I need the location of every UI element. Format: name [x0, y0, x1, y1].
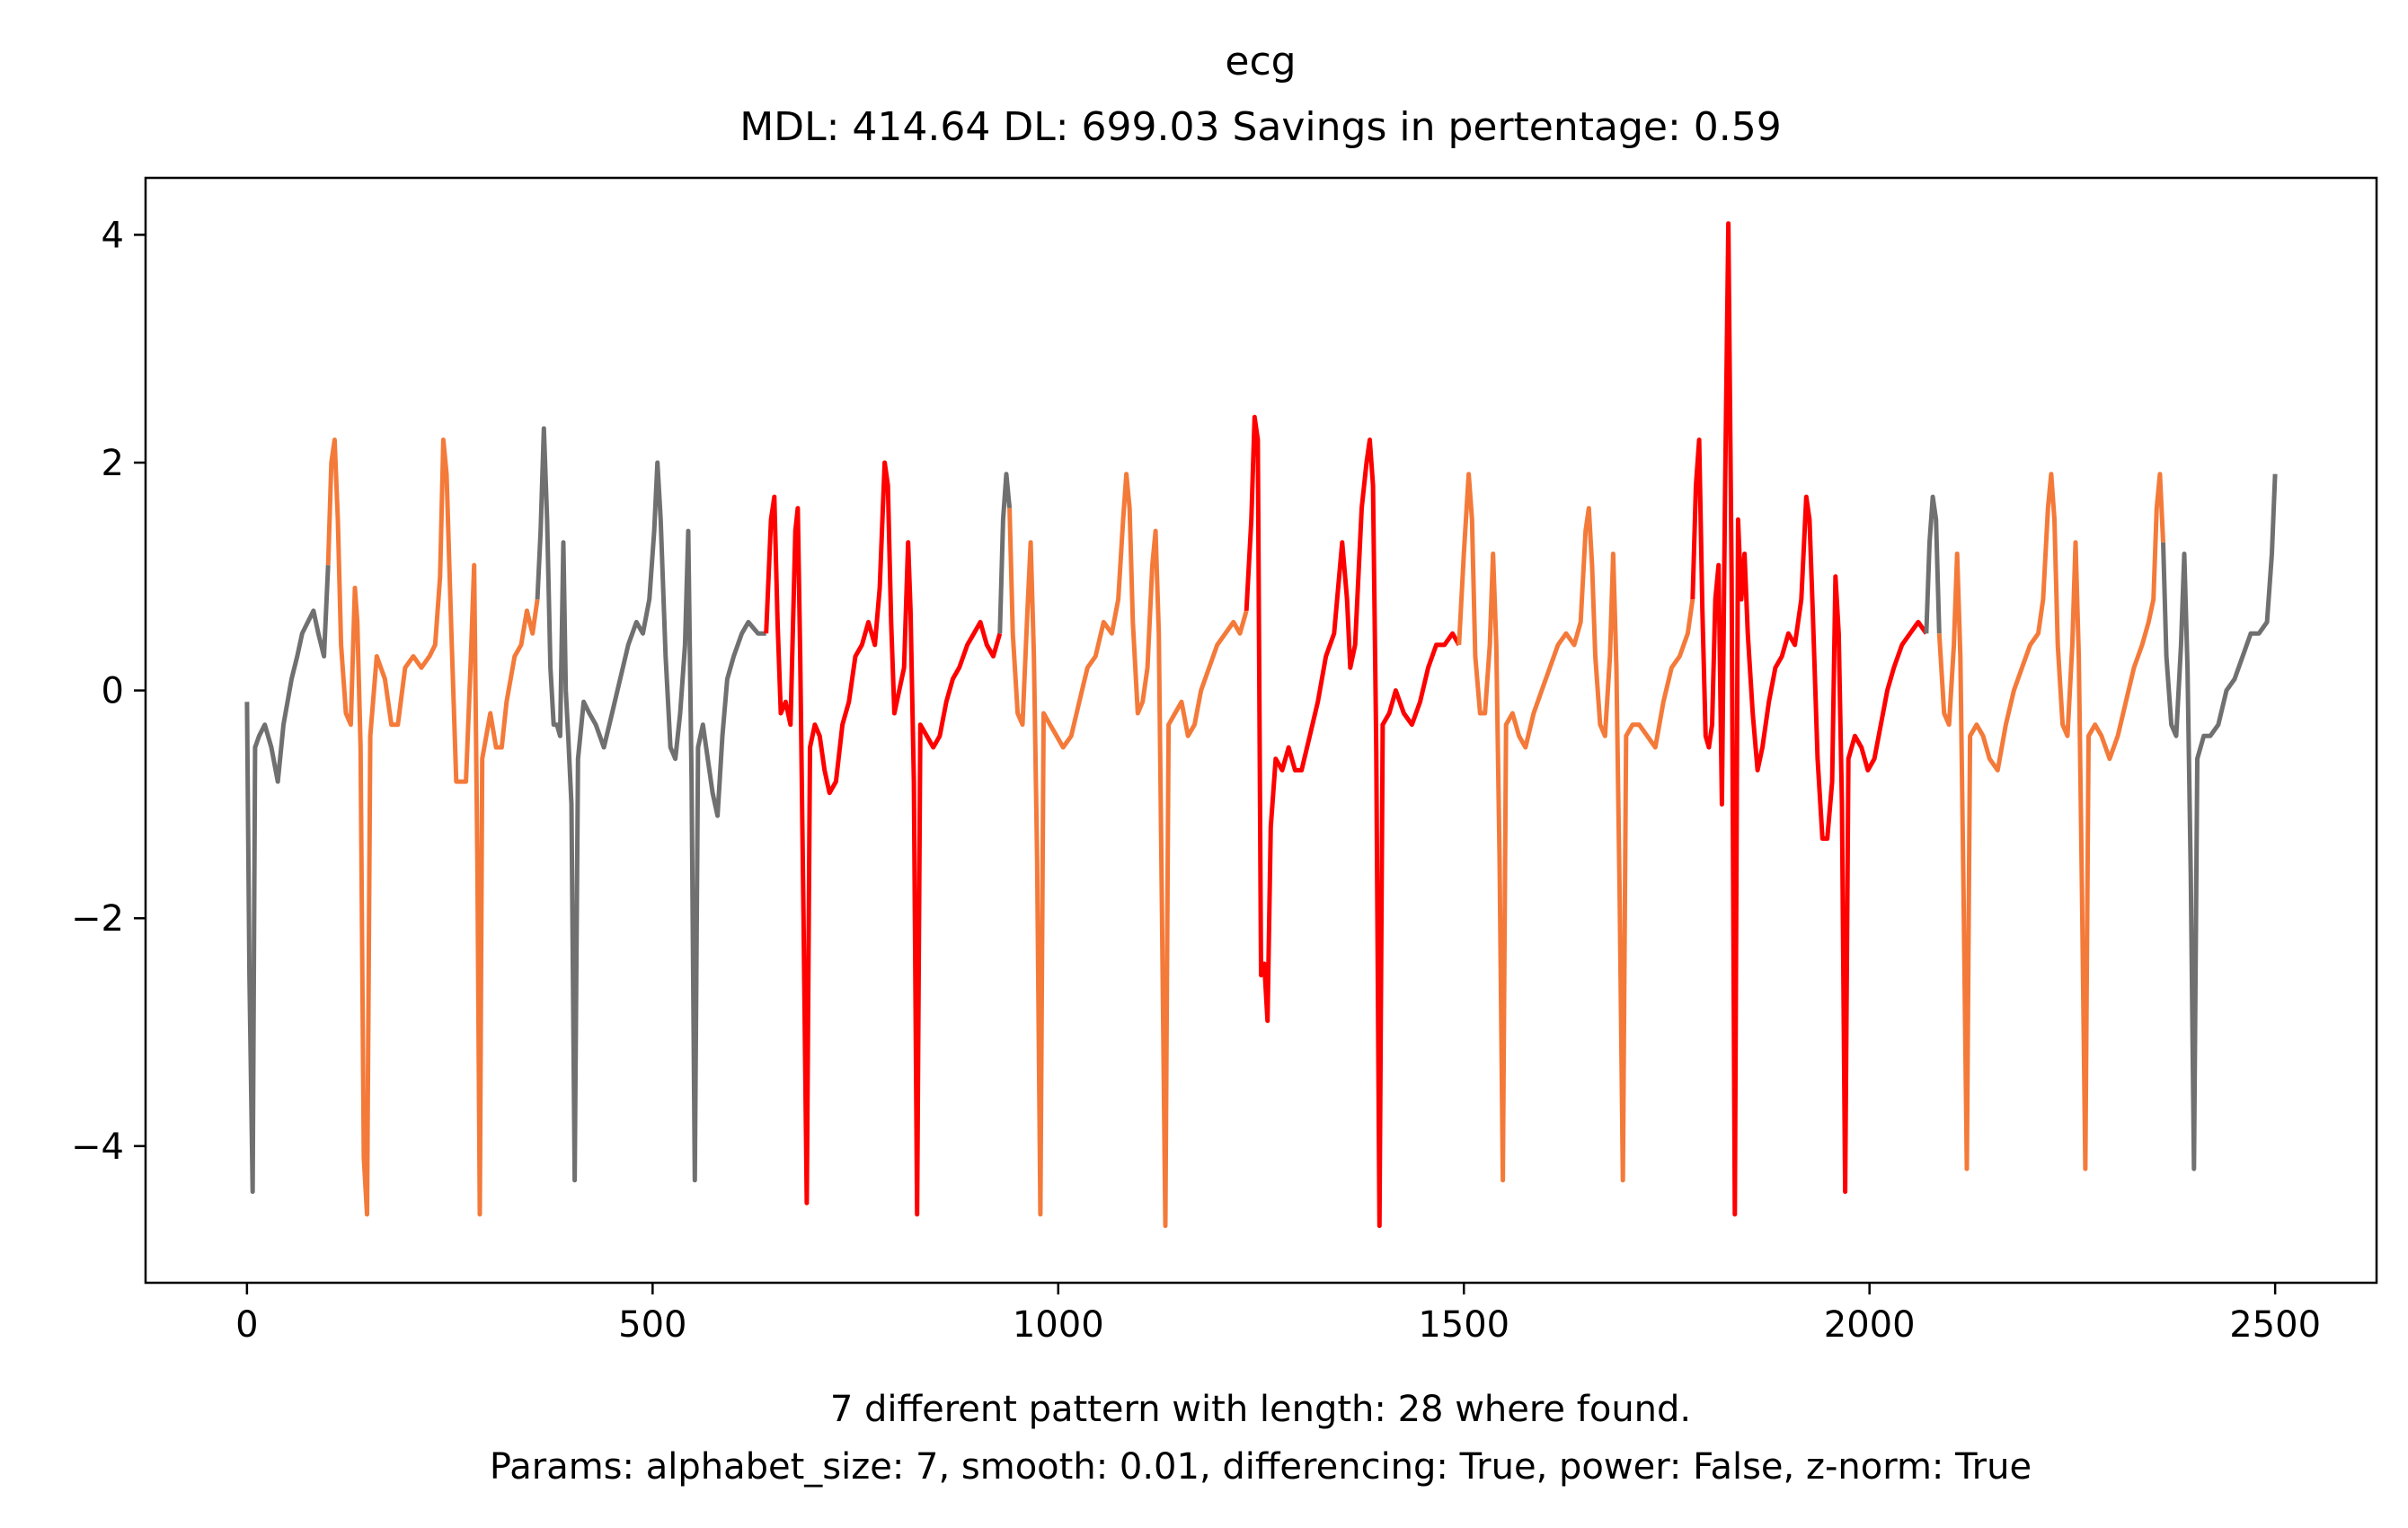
axis-layer: 0 500 1000 1500 2000 2500 4 2 0 −2 −4 — [71, 215, 2321, 1346]
x-tick-label: 500 — [618, 1304, 686, 1346]
series-segment-3 — [535, 426, 766, 1183]
x-tick-label: 2000 — [1824, 1304, 1916, 1346]
series-layer — [244, 221, 2278, 1229]
x-tick-label: 1500 — [1418, 1304, 1509, 1346]
plot-frame — [144, 176, 2378, 1285]
chart-subtitle: MDL: 414.64 DL: 699.03 Savings in perten… — [739, 104, 1782, 150]
series-segment-2 — [325, 437, 540, 1217]
series-segment-6 — [1007, 472, 1249, 1229]
series-segment-12 — [2161, 473, 2278, 1171]
series-segment-10 — [1924, 494, 1942, 634]
series-segment-4 — [764, 460, 1003, 1217]
y-tick-label: −2 — [71, 898, 124, 940]
y-tick-label: 2 — [102, 443, 124, 484]
x-tick-label: 2500 — [2229, 1304, 2321, 1346]
x-tick-label: 0 — [235, 1304, 258, 1346]
y-tick-label: 4 — [102, 215, 124, 256]
y-tick-label: −4 — [71, 1126, 124, 1168]
series-segment-5 — [997, 472, 1013, 634]
series-segment-8 — [1456, 472, 1695, 1183]
series-segment-11 — [1936, 472, 2165, 1171]
series-segment-9 — [1690, 221, 1928, 1217]
chart-title: ecg — [1225, 39, 1296, 84]
x-tick-label: 1000 — [1013, 1304, 1104, 1346]
x-axis-label: 7 different pattern with length: 28 wher… — [830, 1389, 1691, 1430]
x-axis-label-params: Params: alphabet_size: 7, smooth: 0.01, … — [490, 1446, 2032, 1488]
y-tick-label: 0 — [102, 671, 124, 712]
series-segment-7 — [1244, 414, 1461, 1229]
series-segment-1 — [244, 564, 331, 1195]
